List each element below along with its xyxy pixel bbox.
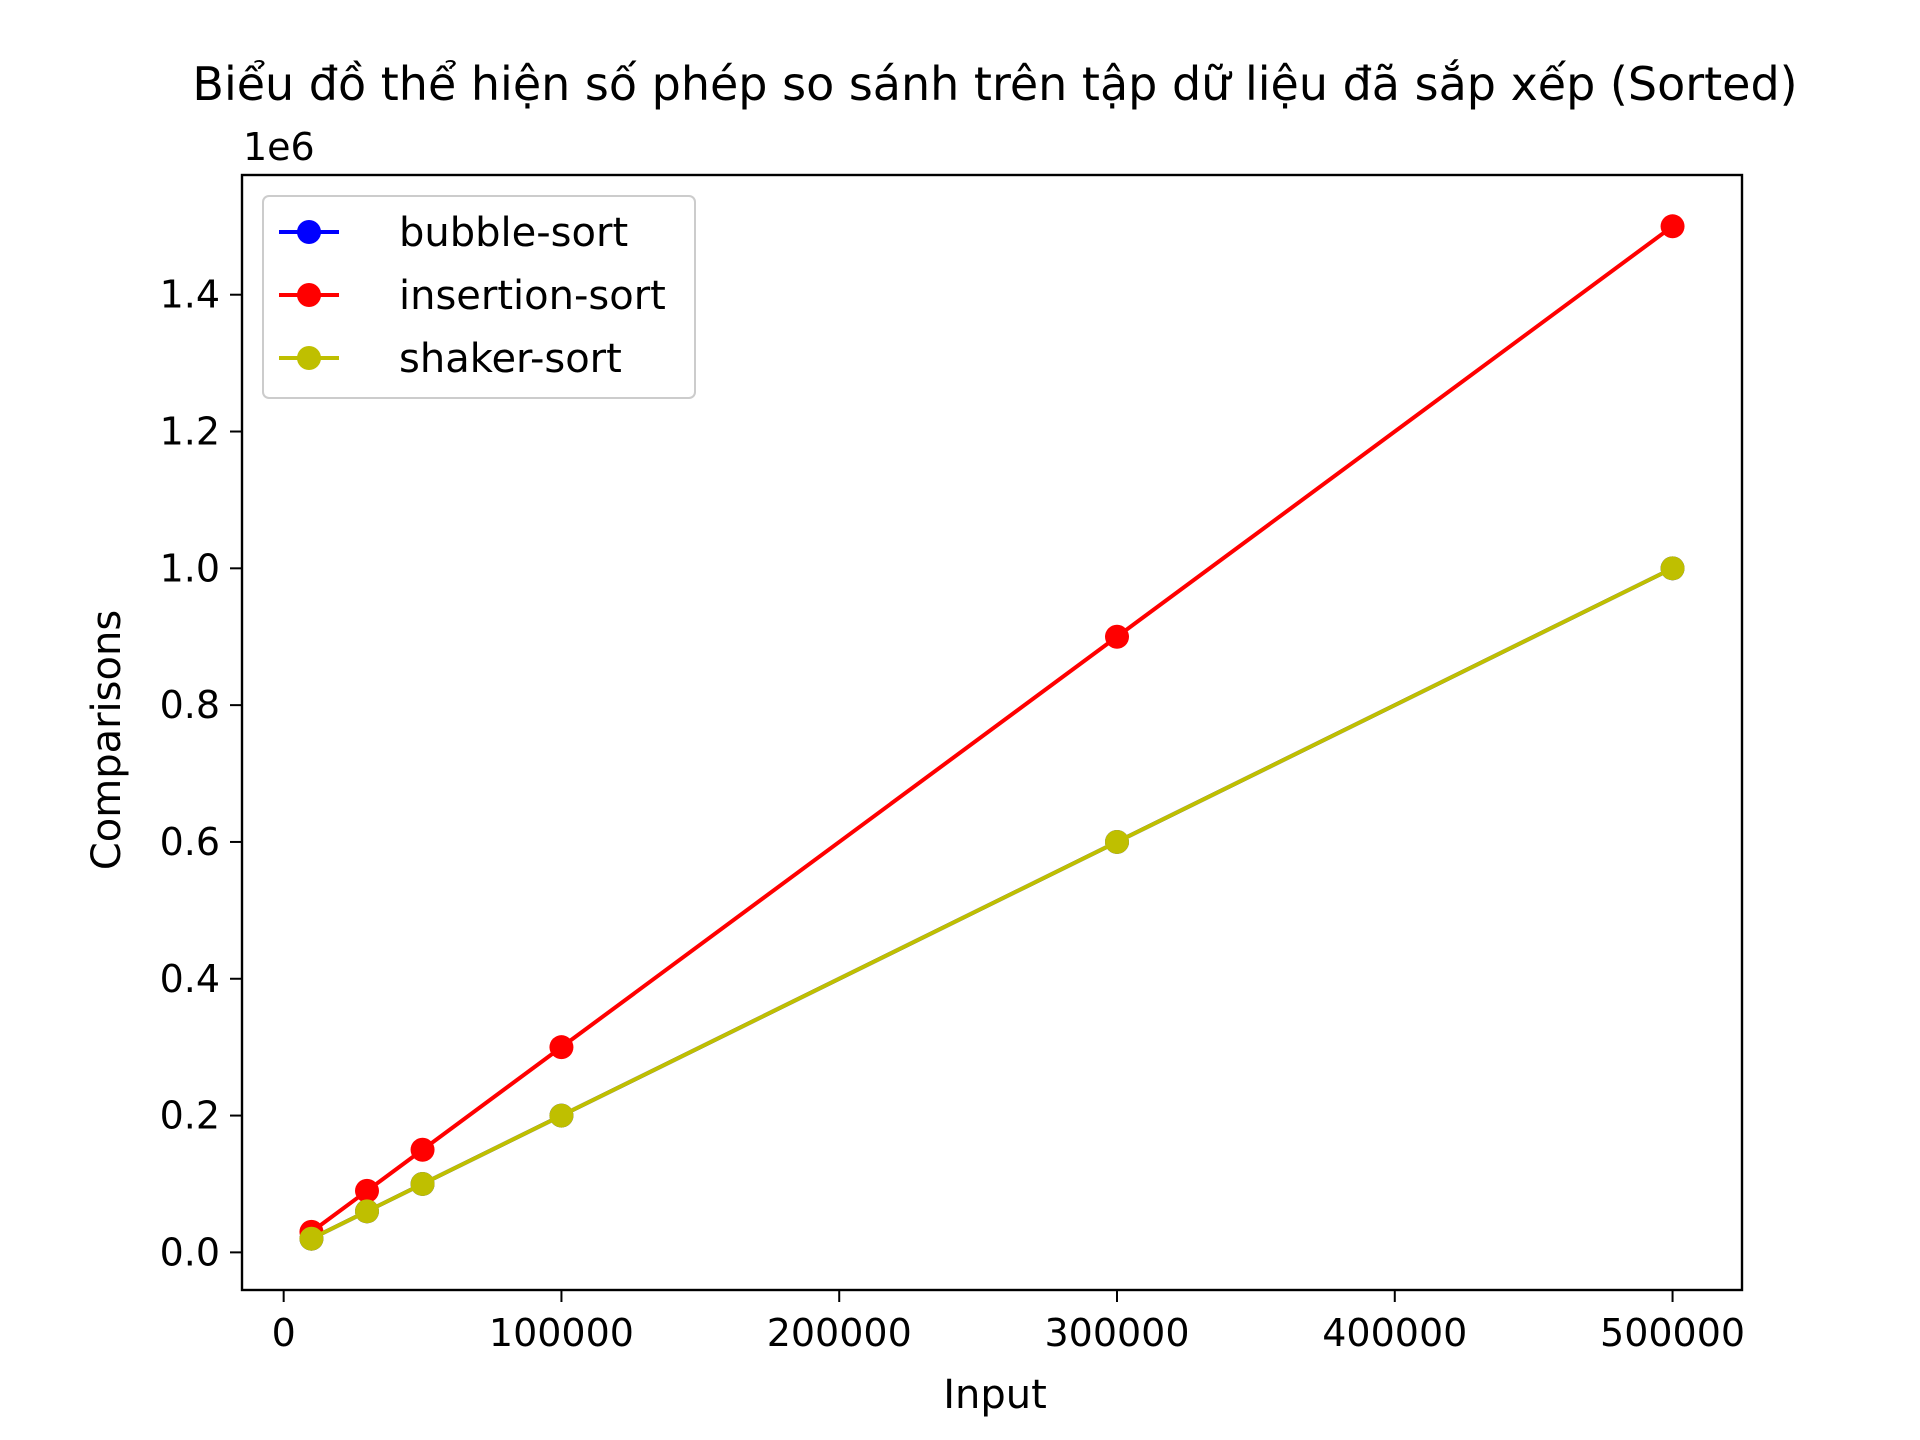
legend-marker [297,283,321,307]
y-tick-label: 1.2 [160,410,220,454]
data-point [1660,214,1685,239]
data-point [1105,624,1129,649]
legend-marker [297,346,321,370]
series-shaker-sort [299,556,1685,1251]
y-tick-label: 0.4 [160,957,220,1001]
data-point [549,1103,574,1128]
x-tick-label: 200000 [767,1311,912,1355]
x-tick-label: 400000 [1322,1311,1467,1355]
data-point [299,1226,324,1251]
y-tick-label: 1.4 [160,273,220,317]
x-tick-label: 0 [272,1311,296,1355]
legend-box [262,195,696,399]
legend-label: bubble-sort [399,210,628,256]
x-tick-label: 300000 [1044,1311,1189,1355]
data-point [1105,829,1129,854]
y-tick-label: 0.2 [160,1094,220,1138]
plot-frame [240,173,1744,1292]
plot-area: 0 100000 200000 300000 400000 500000 0.0 0.2 0.4… [160,273,1746,1355]
data-point [410,1137,435,1162]
data-point [355,1178,379,1203]
data-point [355,1199,379,1224]
data-point [549,1035,574,1060]
legend-entry: shaker-sort [279,336,622,382]
data-point [1660,556,1685,581]
y-tick-label: 0.0 [160,1230,220,1274]
y-tick-label: 0.8 [160,683,220,727]
legend-entry: bubble-sort [279,210,628,256]
legend-label: shaker-sort [399,336,622,382]
y-tick-label: 0.6 [160,820,220,864]
x-axis-label: Input [943,1372,1047,1418]
legend-marker [297,220,321,244]
series-group [299,214,1685,1251]
legend-label: insertion-sort [399,273,666,319]
x-tick-label: 100000 [489,1311,634,1355]
x-tick-label: 500000 [1600,1311,1745,1355]
legend-entry: insertion-sort [279,273,666,319]
y-tick-label: 1.0 [160,546,220,590]
data-point [410,1171,435,1196]
legend: bubble-sort insertion-sort shaker-sort [262,195,696,399]
chart-title: Biểu đồ thể hiện số phép so sánh trên tậ… [192,57,1797,111]
y-axis-offset-label: 1e6 [243,125,315,169]
y-axis-label: Comparisons [84,610,130,870]
